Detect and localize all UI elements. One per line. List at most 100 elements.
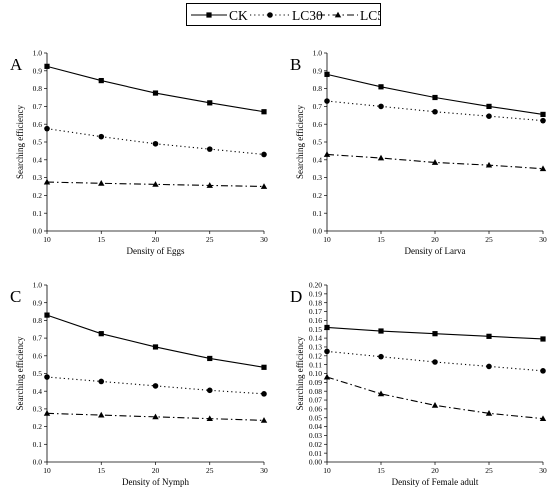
y-tick-label: 0.9 (33, 66, 43, 75)
x-axis-label: Density of Nymph (122, 477, 189, 487)
data-point-lc30 (261, 391, 267, 397)
y-axis-label: Searching efficiency (15, 336, 25, 411)
y-tick-label: 1.0 (313, 49, 323, 58)
x-tick-label: 15 (377, 235, 385, 244)
legend-label-ck: CK (229, 8, 248, 23)
data-point-lc50 (98, 179, 105, 186)
data-point-lc50 (98, 411, 105, 418)
y-tick-label: 0.00 (309, 458, 322, 467)
legend-label-lc50: LC50 (360, 8, 380, 23)
y-tick-label: 0.0 (33, 458, 43, 467)
y-tick-label: 0.16 (309, 316, 322, 325)
data-point-lc50 (260, 417, 268, 423)
data-point-lc50 (152, 181, 159, 187)
panel-letter: D (290, 287, 302, 306)
y-tick-label: 0.06 (309, 405, 322, 414)
data-point-lc50 (43, 410, 51, 416)
x-tick-label: 20 (431, 466, 439, 475)
y-tick-label: 1.0 (33, 49, 43, 58)
y-tick-label: 0.6 (33, 120, 43, 129)
legend: CK LC30 LC50 (186, 3, 381, 26)
y-tick-label: 0.9 (33, 298, 43, 307)
panel-a: A 0.0 0.1 0.2 0.3 0.4 0.5 0.6 0.7 0.8 0.9 1.0 10 15 20… (10, 49, 268, 256)
series-line-lc50 (46, 412, 265, 421)
data-point-lc30 (98, 378, 105, 385)
x-tick-label: 10 (43, 235, 51, 244)
series-line-lc30 (326, 100, 544, 122)
x-tick-label: 25 (485, 235, 493, 244)
y-tick-label: 0.8 (33, 84, 43, 93)
panel-letter: B (290, 55, 301, 74)
data-point-lc30 (152, 383, 159, 389)
data-point-lc30 (432, 108, 438, 115)
data-point-lc30 (486, 113, 492, 119)
data-point-ck (207, 100, 213, 106)
data-point-lc50 (485, 161, 493, 168)
legend-marker-lc30 (267, 12, 273, 18)
y-tick-label: 0.8 (313, 84, 323, 93)
y-tick-label: 0.15 (309, 325, 322, 334)
y-tick-label: 0.3 (33, 173, 43, 182)
y-tick-label: 0.6 (313, 120, 323, 129)
data-point-ck (207, 355, 213, 362)
x-tick-label: 10 (43, 466, 51, 475)
data-point-ck (98, 77, 104, 84)
x-tick-label: 10 (323, 466, 331, 475)
y-tick-label: 0.11 (309, 360, 322, 369)
y-tick-label: 0.2 (313, 191, 323, 200)
data-point-ck (324, 71, 330, 77)
y-tick-label: 0.04 (309, 422, 322, 431)
y-tick-label: 0.0 (33, 227, 43, 236)
y-tick-label: 0.4 (313, 155, 323, 164)
panel-letter: A (10, 55, 23, 74)
x-tick-label: 25 (206, 466, 214, 475)
data-point-lc30 (44, 125, 50, 132)
y-tick-label: 0.7 (33, 334, 43, 343)
y-tick-label: 0.07 (309, 396, 322, 405)
y-tick-label: 0.5 (33, 138, 43, 147)
legend-label-lc30: LC30 (292, 8, 323, 23)
data-point-lc30 (98, 133, 105, 140)
y-tick-label: 0.5 (313, 138, 323, 147)
data-point-lc30 (206, 146, 213, 152)
data-point-lc50 (323, 373, 331, 380)
data-point-ck (432, 94, 438, 101)
legend-marker-ck (206, 12, 212, 18)
data-point-ck (261, 364, 267, 370)
data-point-ck (378, 84, 384, 90)
legend-marker-lc50 (334, 11, 342, 18)
y-tick-label: 0.17 (309, 307, 322, 316)
y-tick-label: 0.08 (309, 387, 322, 396)
y-tick-label: 0.3 (33, 405, 43, 414)
y-tick-label: 0.1 (33, 440, 43, 449)
data-point-lc50 (377, 390, 385, 397)
x-tick-label: 10 (323, 235, 331, 244)
data-point-ck (44, 312, 50, 318)
data-point-lc30 (44, 374, 50, 380)
data-point-ck (378, 328, 384, 334)
x-tick-label: 30 (260, 466, 268, 475)
x-axis-label: Density of Eggs (127, 246, 185, 256)
series-line-lc50 (46, 181, 265, 188)
x-tick-label: 15 (98, 466, 106, 475)
data-point-ck (261, 109, 267, 115)
y-tick-label: 0.7 (313, 102, 323, 111)
data-point-lc50 (431, 159, 439, 165)
data-point-lc50 (485, 410, 493, 416)
data-point-lc30 (432, 359, 438, 365)
x-tick-label: 30 (539, 235, 547, 244)
x-tick-label: 30 (539, 466, 547, 475)
y-tick-label: 0.0 (313, 227, 323, 236)
y-tick-label: 0.09 (309, 378, 322, 387)
data-point-ck (44, 63, 50, 69)
x-axis-label: Density of Larva (405, 246, 466, 256)
x-tick-label: 20 (152, 235, 160, 244)
data-point-lc30 (378, 353, 384, 360)
series-line-lc30 (46, 376, 265, 395)
y-tick-label: 1.0 (33, 281, 43, 290)
y-tick-label: 0.13 (309, 343, 322, 352)
data-point-lc30 (540, 117, 546, 124)
y-tick-label: 0.6 (33, 351, 43, 360)
